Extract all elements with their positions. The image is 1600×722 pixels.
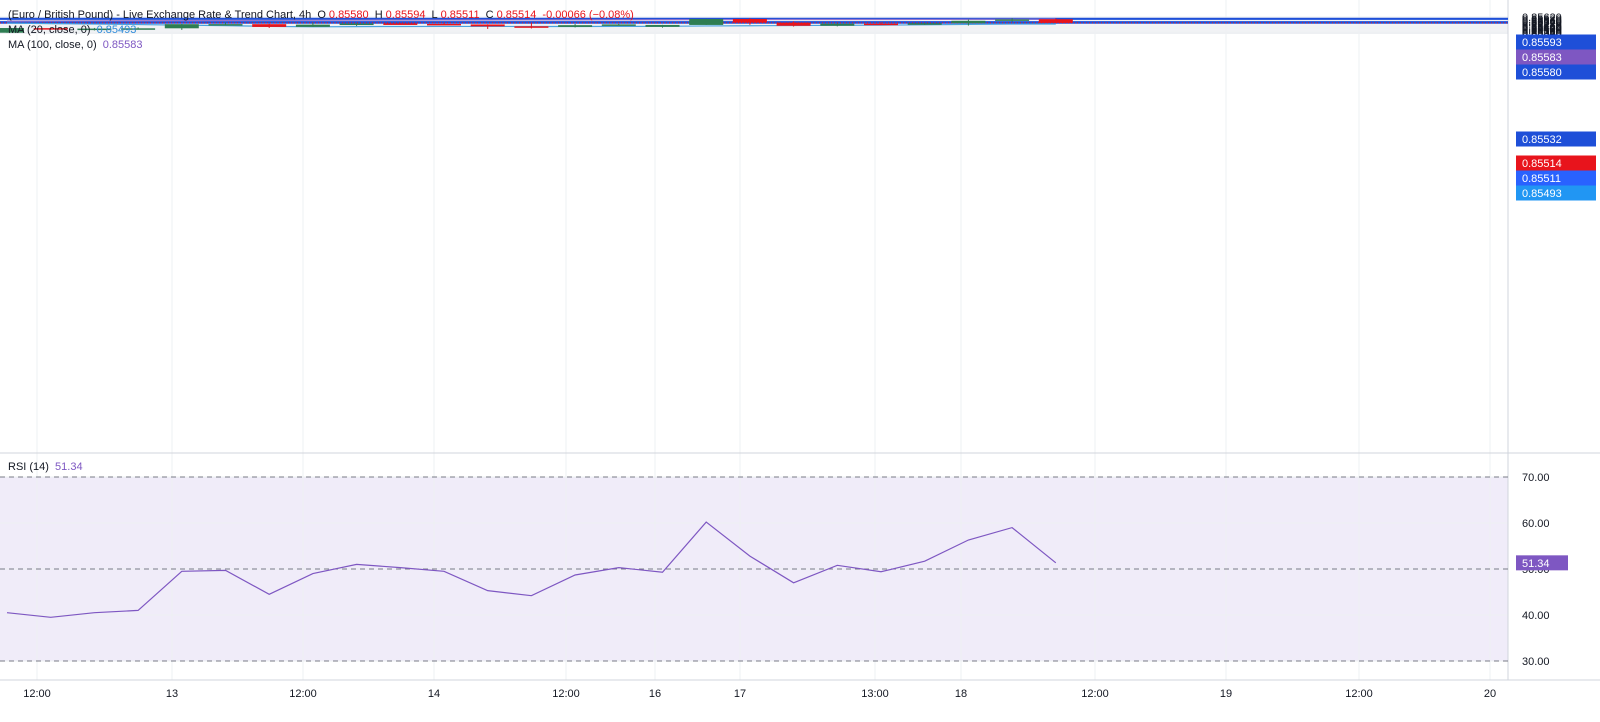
ma100-legend[interactable]: MA (100, close, 0) 0.85583 — [8, 38, 145, 53]
time-tick-label: 18 — [955, 688, 967, 700]
close-value: 0.85514 — [496, 9, 537, 21]
rsi-badge — [1516, 555, 1568, 571]
close-label: C — [485, 9, 494, 21]
price-badge-label: 0.85532 — [1522, 134, 1562, 146]
candle-body — [732, 18, 767, 23]
price-tick-label: 0.85520 — [1522, 18, 1562, 30]
rsi-line — [6, 521, 1057, 618]
rsi-label: RSI (14) — [8, 461, 49, 473]
price-tick-label: 0.85560 — [1522, 15, 1562, 27]
ma20-legend[interactable]: MA (20, close, 0) 0.85493 — [8, 23, 139, 38]
candle-body — [820, 23, 855, 26]
candle-body — [339, 23, 374, 26]
price-badge — [1516, 34, 1596, 50]
candle-body — [601, 24, 636, 26]
candle-body — [0, 28, 24, 33]
time-tick-label: 12:00 — [1081, 688, 1109, 700]
symbol-title: (Euro / British Pound) - Live Exchange R… — [8, 9, 312, 21]
price-tick-label: 0.85460 — [1522, 21, 1562, 33]
ma20-value: 0.85493 — [96, 24, 137, 36]
low-label: L — [431, 9, 438, 21]
low-value: 0.85511 — [440, 9, 480, 21]
rsi-tick-label: 30.00 — [1522, 656, 1550, 668]
candle-body — [645, 24, 680, 27]
candle-body — [864, 23, 898, 26]
candle-body — [1038, 19, 1073, 23]
price-badge-label: 0.85580 — [1522, 67, 1562, 79]
price-tick-label: 0.85580 — [1522, 14, 1562, 26]
price-tick-label: 0.85540 — [1522, 16, 1562, 28]
rsi-tick-label: 40.00 — [1522, 610, 1550, 622]
candle-body — [252, 24, 287, 27]
time-tick-label: 16 — [649, 688, 661, 700]
candle-body — [689, 18, 724, 25]
price-tick-label: 0.85440 — [1522, 22, 1562, 34]
price-tick-label: 0.85380 — [1522, 25, 1562, 37]
price-tick-label: 0.85400 — [1522, 24, 1562, 36]
time-tick-label: 19 — [1220, 688, 1232, 700]
ma100-label: MA (100, close, 0) — [8, 39, 97, 51]
candle-body — [33, 28, 68, 30]
price-badge — [1516, 170, 1596, 186]
candle-body — [995, 19, 1030, 21]
price-badge-label: 0.85514 — [1522, 158, 1562, 170]
price-tick-label: 0.85480 — [1522, 20, 1562, 32]
candle-body — [295, 24, 330, 27]
time-tick-label: 13 — [166, 688, 178, 700]
price-badge — [1516, 64, 1596, 80]
price-tick-label: 0.85420 — [1522, 23, 1562, 35]
candle-body — [77, 28, 112, 31]
rsi-legend[interactable]: RSI (14) 51.34 — [8, 460, 86, 475]
high-label: H — [374, 9, 383, 21]
candle-body — [951, 20, 986, 24]
candle-body — [383, 23, 418, 25]
time-tick-label: 13:00 — [861, 688, 889, 700]
time-tick-label: 12:00 — [552, 688, 580, 700]
candle-body — [470, 24, 505, 27]
chart-legend-symbol: (Euro / British Pound) - Live Exchange R… — [8, 8, 637, 23]
candle-body — [776, 22, 811, 26]
ma100-line — [6, 18, 1056, 22]
candle-body — [558, 25, 593, 27]
price-badge — [1516, 49, 1596, 65]
candle-body — [208, 24, 243, 26]
open-value: 0.85580 — [328, 9, 369, 21]
ma100-value: 0.85583 — [102, 39, 143, 51]
time-tick-label: 12:00 — [1345, 688, 1373, 700]
time-tick-label: 12:00 — [23, 688, 51, 700]
rsi-value: 51.34 — [55, 461, 83, 473]
candle-body — [121, 28, 156, 30]
price-badge-label: 0.85493 — [1522, 188, 1562, 200]
time-tick-label: 20 — [1484, 688, 1496, 700]
rsi-tick-label: 60.00 — [1522, 518, 1550, 530]
price-badge-label: 0.85511 — [1522, 173, 1561, 185]
candle-body — [427, 23, 461, 26]
high-value: 0.85594 — [385, 9, 426, 21]
price-badge — [1516, 185, 1596, 201]
price-badge-label: 0.85583 — [1522, 52, 1562, 64]
rsi-tick-label: 70.00 — [1522, 472, 1550, 484]
candle-body — [907, 23, 942, 25]
time-tick-label: 12:00 — [289, 688, 317, 700]
price-badge — [1516, 131, 1596, 147]
candle-body — [514, 26, 549, 28]
change-value: -0.00066 (−0.08%) — [542, 9, 634, 21]
rsi-badge-label: 51.34 — [1522, 558, 1550, 570]
time-tick-label: 14 — [428, 688, 440, 700]
ma20-label: MA (20, close, 0) — [8, 24, 91, 36]
open-label: O — [317, 9, 326, 21]
price-badge — [1516, 155, 1596, 171]
price-badge-label: 0.85593 — [1522, 37, 1562, 49]
time-tick-label: 17 — [734, 688, 746, 700]
price-tick-label: 0.85620 — [1522, 12, 1562, 24]
candle-body — [164, 24, 199, 29]
